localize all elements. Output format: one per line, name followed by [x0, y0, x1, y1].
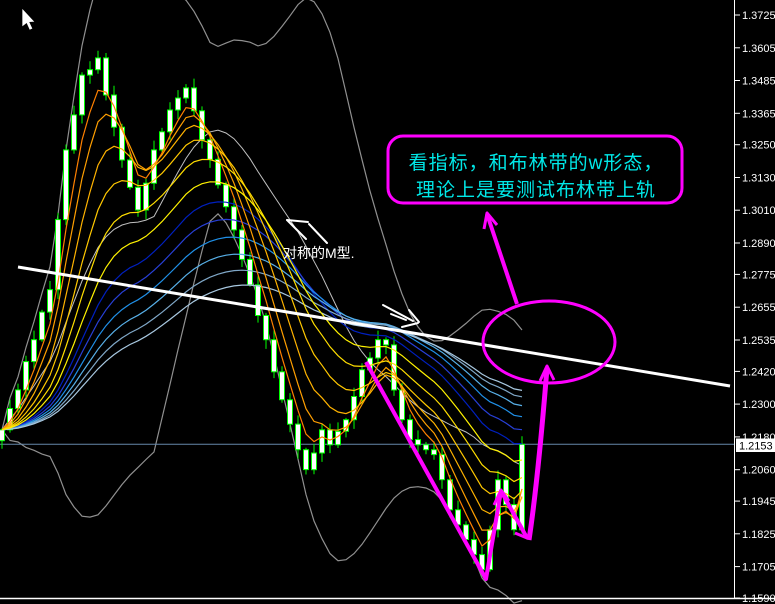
candle-body [255, 284, 261, 316]
candle-body [303, 449, 309, 471]
candle-body [271, 339, 277, 373]
long-ema-line [1, 218, 523, 431]
candle-body [447, 479, 453, 511]
price-tick-label: 1.3130 [742, 173, 775, 185]
m-pattern-arrow-icon[interactable] [286, 219, 328, 244]
candle-body [111, 94, 117, 128]
note-pointer-arrow[interactable] [482, 211, 519, 305]
candle-body [391, 344, 397, 391]
note-box-border [386, 134, 684, 205]
candle-body [167, 109, 173, 133]
price-tick-label: 1.3365 [742, 108, 775, 120]
candle-body [279, 371, 285, 401]
price-tick-label: 1.3250 [742, 140, 775, 152]
short-ema-line [1, 158, 523, 483]
candle-body [135, 186, 141, 211]
candle-body [375, 339, 381, 359]
note-line-2: 理论上是要测试布林带上轨 [416, 179, 656, 201]
candle-body [103, 57, 109, 96]
candle-body [39, 311, 45, 341]
candle-body [55, 219, 61, 291]
price-tick-label: 1.1705 [742, 562, 775, 574]
m-pattern-label: 对称的M型. [283, 245, 355, 261]
short-ema-group [1, 89, 523, 547]
candle-body [263, 315, 269, 341]
candle-body [0, 429, 5, 442]
breakdown-arrow-icon[interactable] [382, 304, 420, 328]
price-tick-label: 1.1945 [742, 496, 775, 508]
candle-body [71, 114, 77, 151]
candle-body [191, 87, 197, 112]
current-price-badge: 1.2153 [736, 438, 775, 453]
candle-body [335, 430, 341, 446]
price-tick-label: 1.1825 [742, 529, 775, 541]
candle-body [383, 339, 389, 346]
candle-body [239, 229, 245, 260]
target-up-arrow[interactable] [526, 364, 556, 541]
candle-body [327, 429, 333, 446]
bollinger-upper [1, 0, 523, 430]
candle-body [215, 158, 221, 186]
bollinger-middle [1, 129, 523, 466]
price-tick-label: 1.2420 [742, 366, 775, 378]
candle-body [63, 149, 69, 221]
price-tick-label: 1.3605 [742, 43, 775, 55]
short-ema-line [1, 181, 523, 463]
note-line-1: 看指标，和布林带的w形态， [409, 152, 664, 174]
highlight-ellipse[interactable] [481, 299, 617, 385]
note-box[interactable]: 看指标，和布林带的w形态， 理论上是要测试布林带上轨 [386, 134, 684, 205]
bollinger-lower [1, 213, 523, 604]
candle-body [431, 449, 437, 456]
trendline[interactable] [17, 265, 731, 388]
candle-body [223, 184, 229, 208]
short-ema-line [1, 113, 523, 531]
candle-body [47, 289, 53, 313]
candle-body [423, 444, 429, 451]
short-ema-line [1, 124, 523, 515]
candle-body [415, 439, 421, 446]
short-ema-line [1, 89, 523, 547]
candle-body [95, 57, 101, 71]
bollinger-bands [1, 0, 523, 604]
candle-body [31, 339, 37, 363]
candle-body [439, 454, 445, 481]
candle-body [311, 452, 317, 471]
svg-text:1.2153: 1.2153 [739, 441, 773, 453]
mouse-cursor-icon [21, 7, 36, 31]
long-ema-line [1, 253, 523, 431]
candle-body [79, 74, 85, 116]
long-ema-line [1, 236, 523, 431]
price-tick-label: 1.2060 [742, 465, 775, 477]
candle-body [231, 206, 237, 231]
candles [0, 50, 525, 577]
price-tick-label: 1.2535 [742, 335, 775, 347]
candle-body [127, 159, 133, 188]
candle-body [247, 258, 253, 286]
price-tick-label: 1.3010 [742, 205, 775, 217]
candle-body [175, 97, 181, 111]
candle-body [183, 87, 189, 99]
price-tick-label: 1.2655 [742, 302, 775, 314]
candle-body [287, 399, 293, 425]
candle-body [319, 429, 325, 454]
candle-body [159, 131, 165, 151]
short-ema-line [1, 139, 523, 500]
candle-body [359, 369, 365, 398]
candle-body [143, 182, 149, 211]
price-tick-label: 1.2775 [742, 269, 775, 281]
price-tick-label: 1.2300 [742, 399, 775, 411]
candle-body [295, 423, 301, 451]
candle-body [87, 69, 93, 76]
price-tick-label: 1.3725 [742, 10, 775, 22]
price-tick-label: 1.2890 [742, 238, 775, 250]
price-tick-label: 1.3485 [742, 76, 775, 88]
candle-body [519, 443, 525, 531]
